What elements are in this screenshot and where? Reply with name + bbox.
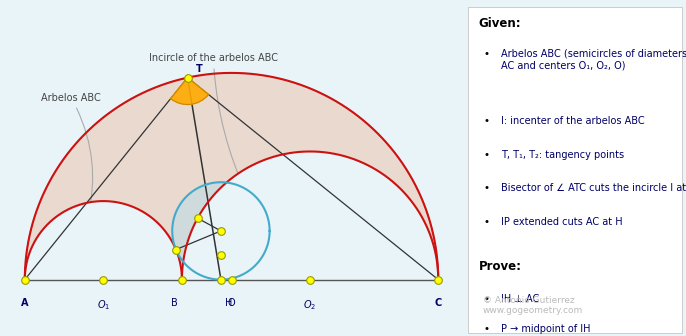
Text: T: T — [196, 64, 202, 74]
Polygon shape — [182, 152, 438, 280]
Text: Given:: Given: — [479, 17, 521, 30]
Wedge shape — [171, 78, 209, 104]
Text: A: A — [21, 298, 29, 308]
Polygon shape — [172, 182, 270, 280]
Text: I: I — [206, 217, 209, 227]
Text: C: C — [435, 298, 442, 308]
FancyBboxPatch shape — [468, 7, 681, 333]
Text: •: • — [483, 116, 489, 126]
Text: P → midpoint of IH: P → midpoint of IH — [501, 324, 591, 334]
Text: Incircle of the arbelos ABC: Incircle of the arbelos ABC — [149, 53, 278, 192]
Text: © Antonio Gutierrez
www.gogeometry.com: © Antonio Gutierrez www.gogeometry.com — [483, 296, 583, 315]
Text: H: H — [225, 298, 232, 308]
Text: Arbelos ABC: Arbelos ABC — [41, 93, 101, 217]
Text: $T_2$: $T_2$ — [208, 209, 220, 223]
Polygon shape — [182, 152, 438, 280]
Text: •: • — [483, 217, 489, 227]
Text: •: • — [483, 183, 489, 193]
Polygon shape — [25, 201, 182, 280]
Text: Prove:: Prove: — [479, 260, 521, 274]
Text: $O_2$: $O_2$ — [303, 298, 317, 312]
Text: Bisector of ∠ ATC cuts the incircle I at P: Bisector of ∠ ATC cuts the incircle I at… — [501, 183, 686, 193]
Text: Arbelos ABC (semicircles of diameters AB, BC,
AC and centers O₁, O₂, O): Arbelos ABC (semicircles of diameters AB… — [501, 49, 686, 70]
Text: T, T₁, T₂: tangency points: T, T₁, T₂: tangency points — [501, 150, 624, 160]
Text: $O_1$: $O_1$ — [97, 298, 110, 312]
Polygon shape — [25, 201, 182, 280]
Text: IP extended cuts AC at H: IP extended cuts AC at H — [501, 217, 623, 227]
Polygon shape — [25, 73, 438, 280]
Text: P: P — [229, 250, 235, 260]
Text: $T_1$: $T_1$ — [152, 243, 163, 256]
Text: •: • — [483, 49, 489, 59]
Text: •: • — [483, 294, 489, 304]
Text: •: • — [483, 150, 489, 160]
Text: O: O — [228, 298, 235, 308]
Text: IH ⊥ AC: IH ⊥ AC — [501, 294, 539, 304]
Text: I: incenter of the arbelos ABC: I: incenter of the arbelos ABC — [501, 116, 645, 126]
Text: B: B — [171, 298, 178, 308]
Text: •: • — [483, 324, 489, 334]
